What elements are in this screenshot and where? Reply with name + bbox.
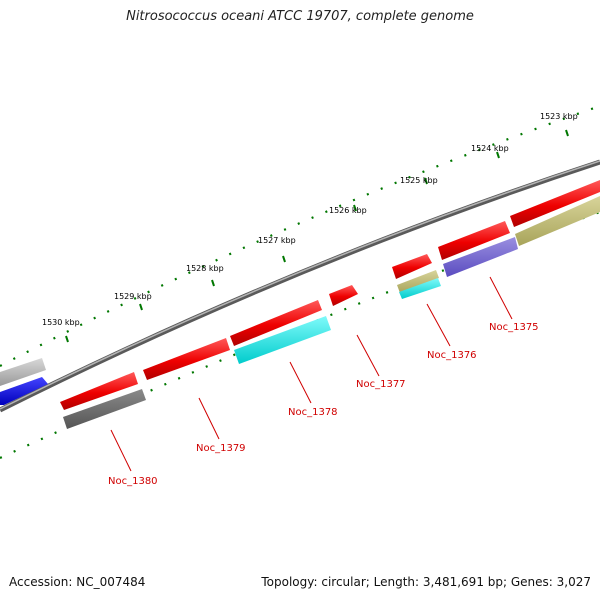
feature-blue-left[interactable] [0,377,48,405]
major-tick [353,204,357,212]
accession-label: Accession: NC_007484 [9,575,146,589]
gene-arrow-noc1380[interactable] [60,372,138,410]
genome-stats: Topology: circular; Length: 3,481,691 bp… [261,575,591,589]
major-tick [139,303,143,311]
gene-label-noc1375: Noc_1375 [489,322,539,333]
genome-backbone-highlight [0,160,600,410]
gene-arrow-noc1377[interactable] [329,285,358,306]
scale-label-1524: 1524 kbp [471,144,509,153]
gene-label-noc1376: Noc_1376 [427,350,477,361]
scale-label-1523: 1523 kbp [540,112,578,121]
scale-label-1527: 1527 kbp [258,236,296,245]
major-tick [424,177,428,185]
leader-line-noc1377 [356,334,380,377]
feature-cyan-noc1376[interactable] [399,278,441,299]
major-tick [565,129,569,137]
feature-khaki-noc1375[interactable] [515,196,600,246]
major-ticks [65,129,569,343]
gene-label-noc1378: Noc_1378 [288,407,338,418]
scale-label-1528: 1528 kbp [186,264,224,273]
leader-line-noc1380 [110,429,132,472]
genome-backbone [0,159,600,413]
scale-label-1529: 1529 kbp [114,292,152,301]
feature-purple-noc1375[interactable] [443,237,518,277]
gene-arrow-next[interactable] [510,180,600,227]
leader-line-noc1379 [198,397,220,440]
major-tick [65,335,69,343]
map-title: Nitrosococcus oceani ATCC 19707, complet… [126,9,474,24]
gene-arrow-noc1375[interactable] [438,221,510,260]
leader-line-noc1378 [289,361,312,404]
major-tick [496,151,500,159]
feature-khaki-noc1376[interactable] [397,270,439,293]
leader-line-noc1376 [426,303,451,347]
major-tick [211,279,215,287]
feature-lightgrey-left[interactable] [0,358,46,386]
feature-grey-noc1380[interactable] [63,389,146,429]
gene-arrow-noc1376[interactable] [392,254,432,279]
gene-label-noc1380: Noc_1380 [108,476,158,487]
scale-label-1530: 1530 kbp [42,318,80,327]
leader-line-noc1375 [489,276,513,320]
leader-lines [110,276,513,472]
scale-label-1525: 1525 kbp [400,176,438,185]
gene-label-noc1377: Noc_1377 [356,379,406,390]
gene-arrow-noc1378[interactable] [230,300,322,346]
gene-arrow-noc1379[interactable] [143,338,230,380]
gene-label-noc1379: Noc_1379 [196,443,246,454]
scale-label-1526: 1526 kbp [329,206,367,215]
feature-cyan-noc1378[interactable] [234,316,331,364]
major-tick [282,255,286,263]
